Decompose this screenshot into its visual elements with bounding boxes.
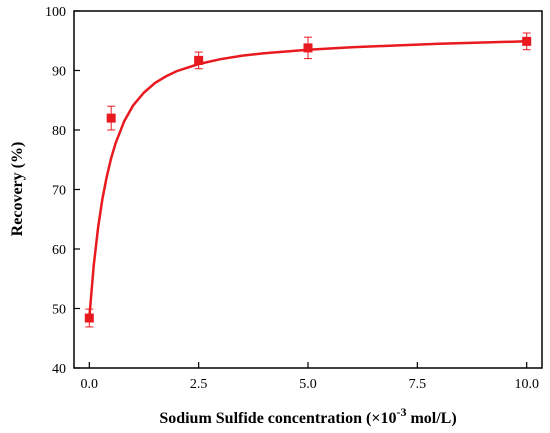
fit-curve — [88, 40, 527, 319]
y-tick-label: 70 — [52, 184, 66, 199]
x-axis-title-unit: mol/L) — [406, 410, 456, 427]
y-tick-label: 40 — [52, 362, 66, 377]
x-tick-label: 10.0 — [514, 377, 539, 392]
y-tick-label: 80 — [52, 124, 66, 139]
x-tick-label: 5.0 — [299, 377, 317, 392]
x-axis-title: Sodium Sulfide concentration (×10-3 mol/… — [159, 405, 456, 427]
x-tick-label: 0.0 — [81, 377, 99, 392]
data-point — [522, 36, 532, 46]
x-tick-label: 7.5 — [409, 377, 427, 392]
x-axis: 0.0 2.5 5.0 7.5 10.0 — [81, 362, 539, 392]
y-tick-label: 90 — [52, 65, 66, 80]
y-tick-label: 100 — [45, 5, 66, 20]
data-points — [84, 32, 532, 328]
plot-frame — [73, 10, 543, 369]
x-tick-label: 2.5 — [190, 377, 208, 392]
data-point — [303, 43, 313, 53]
x-axis-title-main: Sodium Sulfide concentration (×10 — [159, 410, 396, 427]
y-axis: 40 50 60 70 80 90 100 — [45, 5, 80, 377]
data-point — [194, 55, 204, 65]
data-point — [106, 113, 116, 123]
y-tick-label: 50 — [52, 303, 66, 318]
x-axis-title-exponent: -3 — [396, 405, 406, 419]
data-point — [84, 313, 94, 323]
y-axis-title: Recovery (%) — [9, 142, 26, 237]
y-tick-label: 60 — [52, 243, 66, 258]
